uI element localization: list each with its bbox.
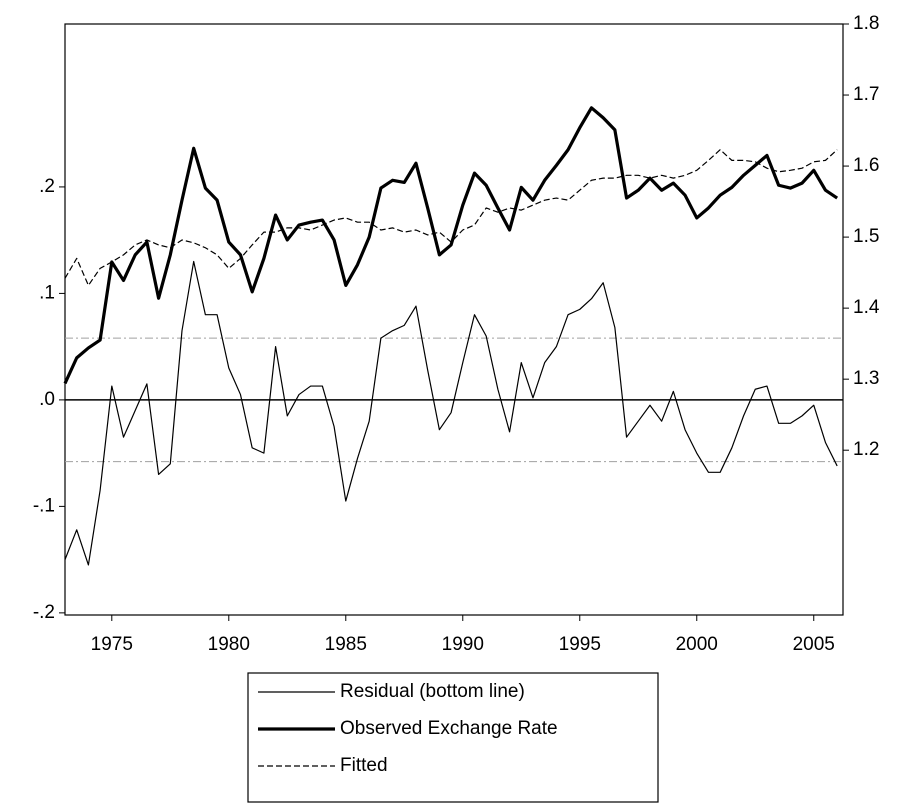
legend-label: Observed Exchange Rate: [340, 718, 558, 739]
plot-frame: [64, 23, 844, 616]
series-line: [64, 260, 838, 566]
y2-tick-label: 1.5: [853, 226, 879, 247]
y2-tick-label: 1.4: [853, 297, 880, 318]
x-tick-label: 1995: [559, 634, 601, 655]
x-tick-label: 2000: [676, 634, 718, 655]
y-tick-label: .2: [39, 176, 55, 197]
y2-tick-label: 1.2: [853, 439, 879, 460]
y2-tick-label: 1.8: [853, 13, 879, 34]
series-line: [63, 106, 839, 385]
x-tick-label: 1975: [91, 634, 133, 655]
x-tick-label: 1985: [325, 634, 367, 655]
y2-tick-label: 1.3: [853, 368, 879, 389]
x-tick-label: 1990: [442, 634, 484, 655]
x-tick-label: 1980: [208, 634, 250, 655]
y-tick-label: .1: [39, 282, 55, 303]
x-tick-label: 2005: [793, 634, 835, 655]
legend: [247, 672, 659, 803]
y2-tick-label: 1.7: [853, 84, 879, 105]
legend-label: Fitted: [340, 755, 388, 776]
legend-label: Residual (bottom line): [340, 681, 525, 702]
y2-tick-label: 1.6: [853, 155, 879, 176]
series-line: [64, 149, 838, 286]
y-tick-label: -.1: [33, 495, 55, 516]
y-tick-label: .0: [39, 389, 55, 410]
y-tick-label: -.2: [33, 602, 55, 623]
